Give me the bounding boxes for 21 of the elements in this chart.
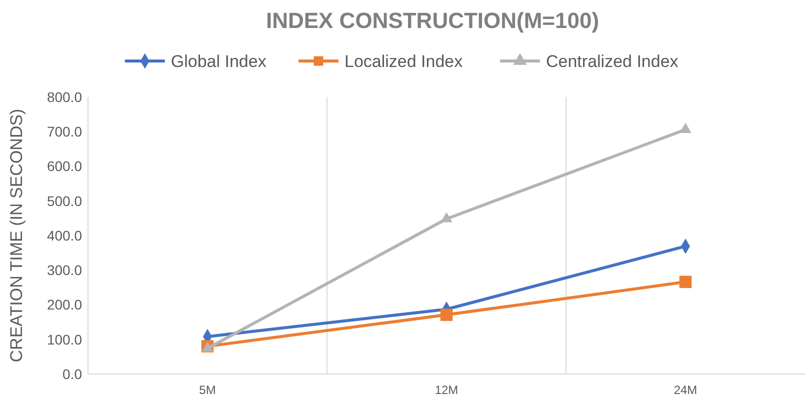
y-tick-label: 300.0: [46, 262, 82, 278]
point: [440, 212, 452, 222]
y-tick-label: 100.0: [46, 331, 82, 348]
y-tick-label: 500.0: [46, 192, 82, 209]
x-tick-label: 12M: [434, 383, 458, 397]
y-axis-title: CREATION TIME (IN SECONDS): [7, 108, 26, 362]
y-tick-label: 400.0: [46, 227, 82, 244]
y-tick-label: 0.0: [62, 366, 82, 382]
x-tick-label: 5M: [199, 383, 216, 397]
legend-label: Centralized Index: [546, 52, 679, 71]
y-tick-label: 800.0: [46, 88, 82, 105]
legend-label: Global Index: [170, 52, 267, 71]
point: [679, 276, 692, 288]
y-tick-label: 700.0: [46, 124, 82, 140]
x-tick-label: 24M: [674, 383, 698, 397]
point: [440, 308, 453, 321]
y-tick-label: 200.0: [46, 296, 82, 313]
point: [680, 122, 692, 133]
chart-title: INDEX CONSTRUCTION(M=100): [266, 8, 600, 33]
y-tick-label: 600.0: [46, 158, 82, 174]
legend-label: Localized Index: [344, 52, 464, 71]
